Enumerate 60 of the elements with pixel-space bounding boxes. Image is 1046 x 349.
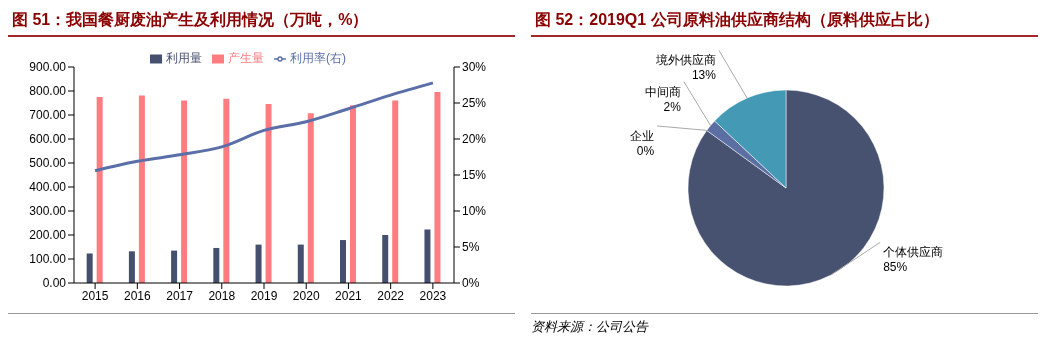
text: 0% [636, 143, 655, 158]
y-tick-label: 100.00 [29, 252, 67, 267]
bar [297, 244, 304, 283]
bar [128, 251, 135, 283]
y2-tick-label: 30% [462, 60, 487, 75]
slice-label: 个体供应商 [883, 245, 944, 260]
data-label: 13% [691, 68, 717, 83]
line-series [93, 81, 435, 173]
bar [307, 113, 314, 283]
y-tick-label: 300.00 [29, 204, 67, 219]
bar [171, 250, 178, 283]
chart-title: 图 51：我国餐厨废油产生及利用情况（万吨，%） [8, 6, 515, 37]
chart-title: 图 52：2019Q1 公司原料油供应商结构（原料供应占比） [531, 6, 1038, 37]
bar [392, 100, 399, 283]
legend-label: 利用量 [166, 51, 202, 65]
y-tick-label: 800.00 [29, 84, 67, 99]
bar [213, 247, 220, 283]
y-tick-label: 400.00 [29, 180, 67, 195]
bar [96, 97, 103, 283]
y-tick-label: 700.00 [29, 108, 67, 123]
x-tick-label: 2022 [377, 288, 405, 303]
bar [382, 235, 389, 283]
bar [350, 105, 356, 283]
text: 资料来源：公司公告 [531, 318, 650, 336]
bar [86, 253, 93, 283]
bar [340, 240, 346, 283]
bar [138, 95, 145, 283]
y2-tick-label: 20% [462, 132, 487, 147]
y-tick-label: 900.00 [29, 60, 67, 75]
y2-tick-label: 10% [462, 204, 487, 219]
data-label: 2% [663, 99, 682, 114]
y2-tick-label: 15% [462, 168, 487, 183]
bar [265, 103, 272, 283]
x-tick-label: 2021 [335, 288, 363, 303]
y-tick-label: 0.00 [42, 276, 67, 291]
bar [424, 229, 431, 283]
bar [223, 98, 230, 283]
x-tick-label: 2017 [166, 288, 194, 303]
y2-tick-label: 0% [462, 276, 480, 291]
y-tick-label: 200.00 [29, 228, 67, 243]
category-label: 企业 [630, 128, 655, 143]
bar [434, 91, 441, 283]
slice-label: 中间商 [644, 84, 681, 99]
bar [181, 100, 188, 283]
y-tick-label: 600.00 [29, 132, 67, 147]
y2-tick-label: 5% [462, 240, 480, 255]
bar [255, 244, 262, 283]
x-tick-label: 2019 [250, 288, 278, 303]
y2-tick-label: 25% [462, 96, 487, 111]
slice-label: 境外供应商 [654, 53, 716, 68]
x-tick-label: 2016 [123, 288, 151, 303]
data-label: 85% [883, 260, 908, 275]
legend-label: 利用率(右) [290, 51, 346, 65]
x-tick-label: 2023 [419, 288, 447, 303]
x-tick-label: 2018 [208, 288, 236, 303]
pie-slice [687, 89, 885, 287]
x-tick-label: 2015 [81, 288, 109, 303]
legend-label: 产生量 [228, 51, 264, 65]
x-tick-label: 2020 [292, 288, 320, 303]
y-tick-label: 500.00 [29, 156, 67, 171]
